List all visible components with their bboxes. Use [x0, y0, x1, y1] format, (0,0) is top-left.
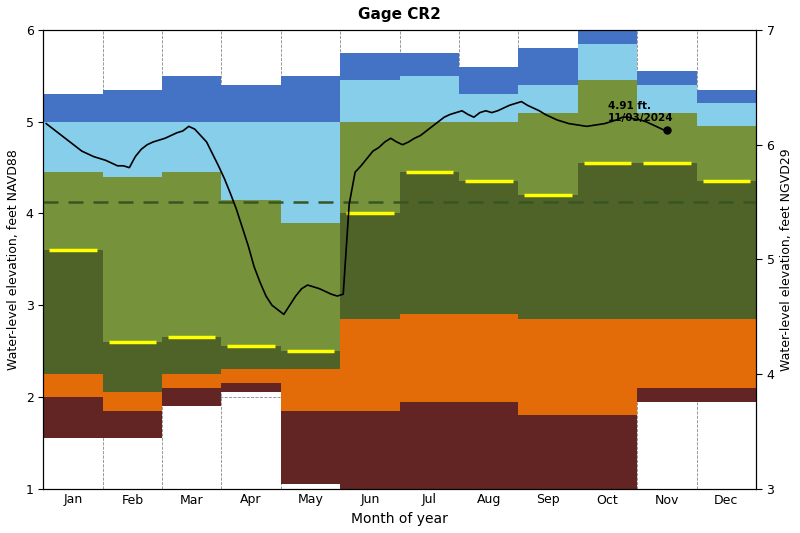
Bar: [222, 200, 281, 346]
Bar: [459, 401, 518, 489]
Bar: [459, 314, 518, 401]
Bar: [43, 374, 102, 397]
Bar: [400, 76, 459, 122]
Bar: [697, 181, 756, 319]
Bar: [578, 44, 638, 80]
Bar: [697, 387, 756, 401]
Bar: [102, 177, 162, 342]
Bar: [518, 319, 578, 415]
Bar: [459, 122, 518, 181]
X-axis label: Month of year: Month of year: [351, 512, 448, 526]
Bar: [43, 94, 102, 122]
Bar: [400, 314, 459, 401]
Bar: [222, 369, 281, 383]
Bar: [281, 122, 340, 223]
Bar: [281, 76, 340, 122]
Bar: [43, 397, 102, 438]
Bar: [43, 122, 102, 172]
Bar: [162, 122, 222, 172]
Bar: [340, 319, 400, 411]
Bar: [578, 319, 638, 415]
Bar: [638, 387, 697, 401]
Bar: [43, 250, 102, 374]
Bar: [102, 342, 162, 392]
Bar: [222, 346, 281, 369]
Bar: [697, 126, 756, 181]
Bar: [578, 163, 638, 319]
Bar: [281, 411, 340, 484]
Text: 4.91 ft.
11/03/2024: 4.91 ft. 11/03/2024: [607, 101, 673, 123]
Bar: [400, 401, 459, 489]
Bar: [222, 122, 281, 200]
Bar: [518, 49, 578, 85]
Title: Gage CR2: Gage CR2: [358, 7, 441, 22]
Bar: [102, 392, 162, 411]
Bar: [340, 53, 400, 80]
Bar: [102, 122, 162, 177]
Bar: [222, 383, 281, 392]
Bar: [578, 415, 638, 489]
Bar: [162, 387, 222, 406]
Bar: [578, 30, 638, 44]
Bar: [638, 85, 697, 112]
Bar: [459, 181, 518, 314]
Bar: [459, 94, 518, 122]
Bar: [697, 90, 756, 103]
Bar: [638, 112, 697, 163]
Bar: [340, 80, 400, 122]
Bar: [281, 351, 340, 369]
Bar: [518, 112, 578, 195]
Y-axis label: Water-level elevation, feet NAVD88: Water-level elevation, feet NAVD88: [7, 149, 20, 370]
Bar: [162, 337, 222, 374]
Bar: [638, 163, 697, 319]
Bar: [518, 415, 578, 489]
Bar: [102, 411, 162, 438]
Bar: [697, 319, 756, 387]
Bar: [400, 172, 459, 314]
Bar: [222, 85, 281, 122]
Bar: [518, 195, 578, 319]
Bar: [578, 80, 638, 163]
Bar: [638, 319, 697, 387]
Bar: [459, 67, 518, 94]
Bar: [340, 411, 400, 489]
Bar: [162, 172, 222, 337]
Bar: [102, 90, 162, 122]
Bar: [340, 214, 400, 319]
Bar: [340, 122, 400, 214]
Bar: [162, 76, 222, 122]
Bar: [43, 172, 102, 250]
Bar: [162, 374, 222, 387]
Bar: [281, 223, 340, 351]
Bar: [281, 369, 340, 411]
Bar: [697, 103, 756, 126]
Bar: [400, 53, 459, 76]
Bar: [400, 122, 459, 172]
Bar: [638, 71, 697, 85]
Y-axis label: Water-level elevation, feet NGVD29: Water-level elevation, feet NGVD29: [780, 148, 793, 370]
Bar: [518, 85, 578, 112]
